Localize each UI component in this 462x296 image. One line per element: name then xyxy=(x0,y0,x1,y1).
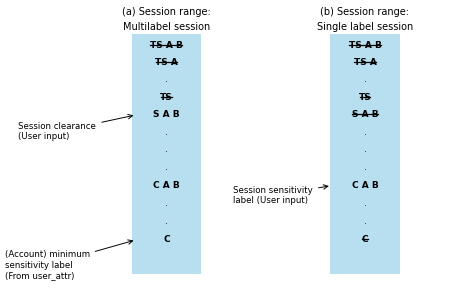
Text: .: . xyxy=(364,145,366,154)
Text: TS: TS xyxy=(160,93,173,102)
Text: .: . xyxy=(364,199,366,208)
Text: Single label session: Single label session xyxy=(317,22,413,32)
Text: Session sensitivity
label (User input): Session sensitivity label (User input) xyxy=(233,185,328,205)
Text: (b) Session range:: (b) Session range: xyxy=(321,7,409,17)
Bar xyxy=(330,34,400,274)
Text: .: . xyxy=(364,217,366,226)
Text: (Account) minimum
sensitivity label
(From user_attr): (Account) minimum sensitivity label (Fro… xyxy=(5,240,133,280)
Text: Multilabel session: Multilabel session xyxy=(123,22,210,32)
Text: S A B: S A B xyxy=(352,110,378,119)
Text: C: C xyxy=(163,235,170,244)
Text: .: . xyxy=(165,145,168,154)
Text: TS A: TS A xyxy=(353,58,377,67)
Text: (a) Session range:: (a) Session range: xyxy=(122,7,211,17)
Text: .: . xyxy=(165,199,168,208)
Text: .: . xyxy=(364,128,366,137)
Text: .: . xyxy=(364,75,366,84)
Text: TS: TS xyxy=(359,93,371,102)
Bar xyxy=(132,34,201,274)
Text: .: . xyxy=(165,75,168,84)
Text: TS A B: TS A B xyxy=(150,41,183,50)
Text: C A B: C A B xyxy=(153,181,180,190)
Text: C A B: C A B xyxy=(352,181,378,190)
Text: .: . xyxy=(364,163,366,172)
Text: .: . xyxy=(165,217,168,226)
Text: C: C xyxy=(362,235,368,244)
Text: .: . xyxy=(165,128,168,137)
Text: Session clearance
(User input): Session clearance (User input) xyxy=(18,115,133,141)
Text: .: . xyxy=(165,163,168,172)
Text: TS A B: TS A B xyxy=(348,41,382,50)
Text: S A B: S A B xyxy=(153,110,180,119)
Text: TS A: TS A xyxy=(155,58,178,67)
